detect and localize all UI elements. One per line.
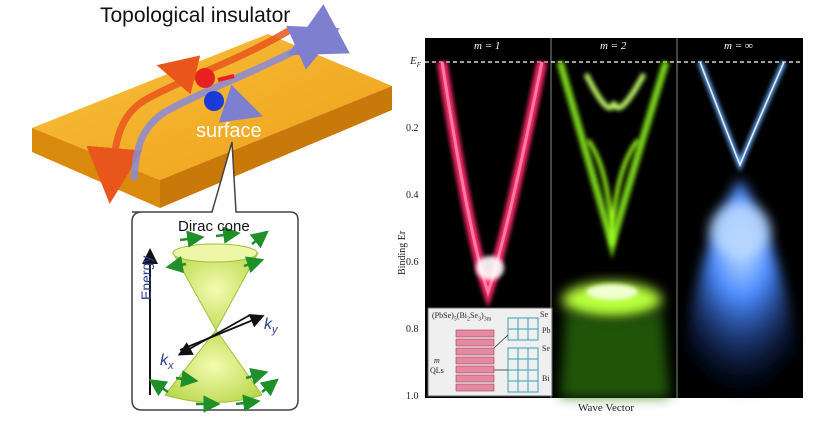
- dirac-cone-title: Dirac cone: [178, 218, 250, 235]
- crystal-structure-inset: [427, 307, 553, 397]
- y-tick: 0.8: [406, 324, 419, 335]
- inset-label-se: Se: [542, 344, 550, 353]
- y-axis-label: Binding Er: [397, 230, 408, 275]
- kx-axis-label: kx: [160, 352, 174, 373]
- topological-insulator-title: Topological insulator: [100, 4, 291, 27]
- ky-axis-label: ky: [264, 316, 278, 337]
- band-m1: [437, 61, 547, 308]
- inset-label-se-top: Se: [540, 310, 548, 319]
- spin-down-blue: [204, 84, 263, 123]
- cone-spin-arrows: [148, 226, 279, 413]
- inset-label-bi: Bi: [542, 374, 550, 383]
- inset-ql-text: QLs: [430, 366, 444, 375]
- topological-insulator-illustration: [32, 4, 392, 413]
- y-tick: 0.4: [406, 190, 419, 201]
- inset-formula: (PbSe)5(Bi2Se3)3m: [432, 311, 492, 323]
- arpes-figure: [425, 38, 803, 398]
- inset-label-pb: Pb: [542, 326, 551, 335]
- energy-axis-label: Energy: [138, 255, 154, 300]
- fermi-level-label: EF: [410, 55, 422, 70]
- surface-label: surface: [196, 120, 262, 142]
- surface-current-purple: [130, 4, 350, 181]
- surface-current-orange: [86, 26, 292, 204]
- y-tick: 0.2: [406, 123, 419, 134]
- kx-axis-arrow: [177, 314, 251, 356]
- panel-title-minf: m = ∞: [724, 40, 753, 52]
- panel-title-m1: m = 1: [474, 40, 501, 52]
- inset-ql-m: m: [434, 356, 440, 365]
- panel-title-m2: m = 2: [600, 40, 627, 52]
- x-axis-label: Wave Vector: [578, 402, 635, 414]
- band-minf: [680, 61, 803, 398]
- y-tick: 1.0: [406, 391, 419, 402]
- y-tick: 0.6: [406, 257, 419, 268]
- band-m2: [556, 60, 670, 398]
- spin-up-red: [156, 55, 235, 95]
